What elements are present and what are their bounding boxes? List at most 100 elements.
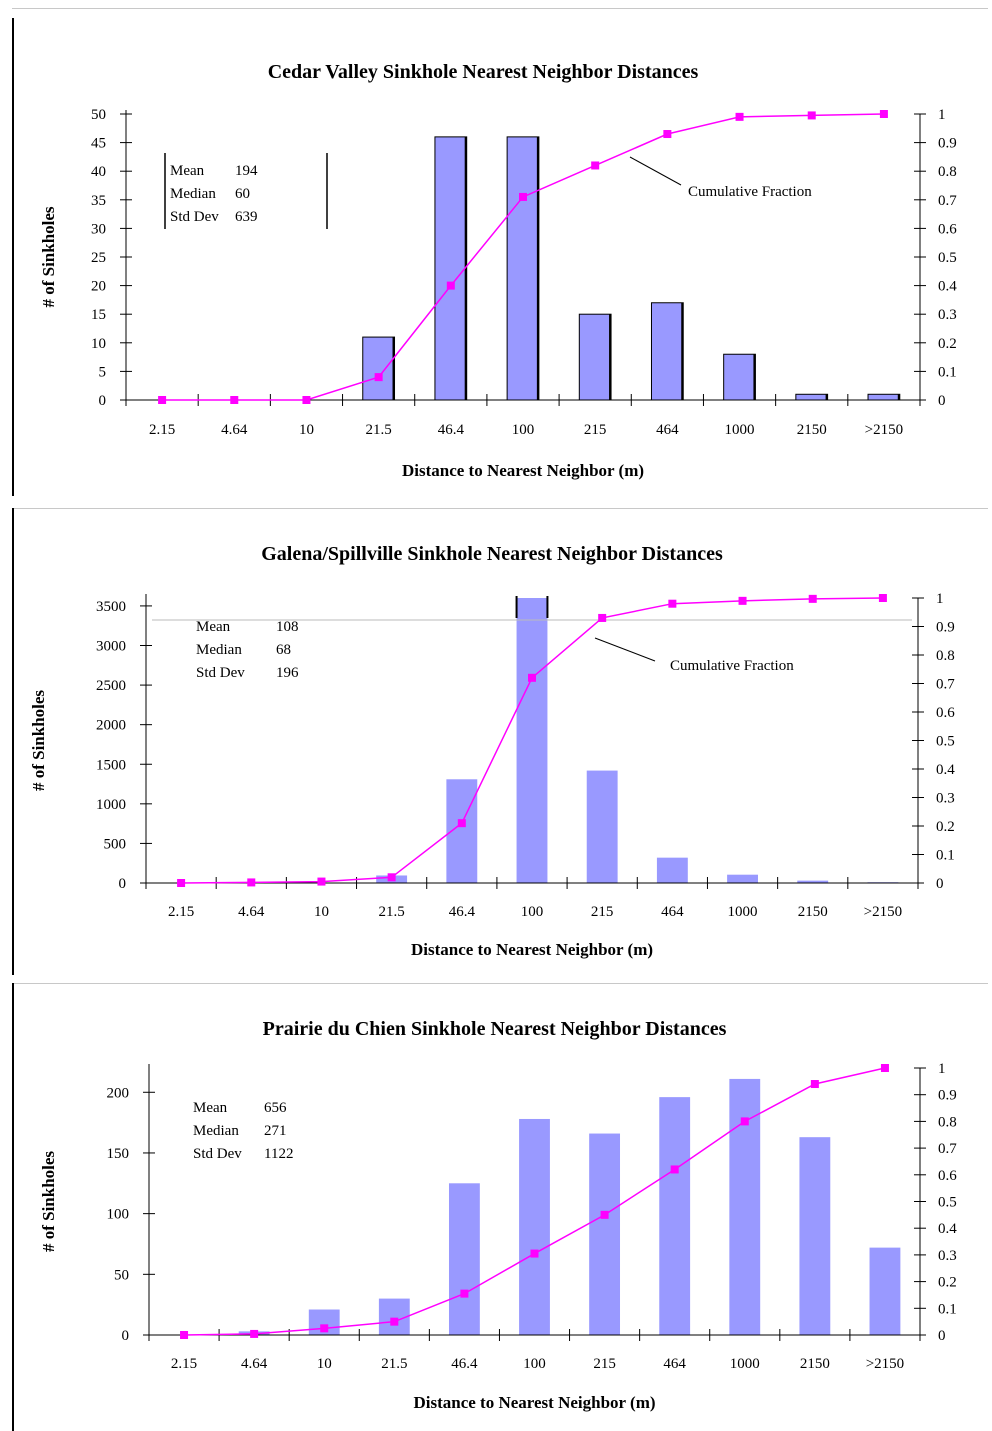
- stat-value: 639: [235, 209, 258, 225]
- annotation-label: Cumulative Fraction: [688, 184, 812, 200]
- x-tick-label: 21.5: [366, 422, 392, 438]
- x-tick-label: 1000: [730, 1356, 760, 1372]
- cumulative-point: [810, 1080, 819, 1089]
- y2-tick-label: 0.2: [938, 336, 957, 352]
- x-tick-label: 10: [317, 1356, 332, 1372]
- x-tick-label: 215: [593, 1356, 616, 1372]
- chart-panel-galena-spillville: Galena/Spillville Sinkhole Nearest Neigh…: [0, 500, 992, 975]
- y-tick-label: 0: [99, 393, 107, 409]
- y-axis-label: # of Sinkholes: [29, 690, 48, 791]
- y-tick-label: 200: [107, 1085, 130, 1101]
- cumulative-point: [668, 599, 677, 608]
- cumulative-point: [807, 111, 816, 120]
- y2-tick-label: 0.4: [938, 1221, 957, 1237]
- y2-tick-label: 0.5: [936, 734, 955, 750]
- y-tick-label: 35: [91, 193, 106, 209]
- y2-tick-label: 0.6: [938, 221, 957, 237]
- cumulative-point: [519, 192, 527, 201]
- y-tick-label: 20: [91, 279, 106, 295]
- y-tick-label: 1000: [96, 797, 126, 813]
- y-tick-label: 100: [107, 1207, 130, 1223]
- y2-tick-label: 0: [938, 1328, 946, 1344]
- bar: [448, 1183, 480, 1335]
- y-tick-label: 10: [91, 336, 106, 352]
- stat-value: 60: [235, 186, 250, 202]
- cumulative-point: [879, 110, 888, 118]
- bar: [519, 1118, 550, 1335]
- x-axis-label: Distance to Nearest Neighbor (m): [402, 461, 644, 480]
- cumulative-point: [390, 1317, 399, 1326]
- y2-tick-label: 0: [936, 876, 944, 892]
- bar: [516, 598, 548, 883]
- y2-tick-label: 0.4: [938, 279, 957, 295]
- x-tick-label: 21.5: [381, 1356, 407, 1372]
- cumulative-point: [247, 878, 256, 887]
- bar: [362, 336, 396, 401]
- stat-label: Mean: [193, 1100, 228, 1116]
- x-tick-label: 10: [314, 904, 329, 920]
- cumulative-point: [302, 396, 311, 404]
- x-tick-label: 4.64: [238, 904, 265, 920]
- chart-svg: Prairie du Chien Sinkhole Nearest Neighb…: [39, 1018, 957, 1412]
- y-tick-label: 25: [91, 250, 106, 266]
- bar: [797, 880, 829, 883]
- y2-tick-label: 0.9: [938, 1088, 957, 1104]
- x-tick-label: 2.15: [149, 422, 175, 438]
- bar: [723, 353, 756, 401]
- bar: [656, 857, 688, 883]
- y2-tick-label: 0.4: [936, 762, 955, 778]
- y2-tick-label: 0.9: [938, 136, 957, 152]
- chart-title: Cedar Valley Sinkhole Nearest Neighbor D…: [268, 61, 699, 83]
- bar: [650, 302, 684, 401]
- stat-value: 108: [276, 619, 299, 635]
- cumulative-point: [250, 1329, 259, 1338]
- stat-value: 196: [276, 665, 299, 681]
- cumulative-point: [457, 819, 466, 828]
- x-tick-label: 2150: [797, 422, 827, 438]
- panel-border-top: [12, 983, 988, 984]
- bar: [795, 393, 829, 401]
- x-tick-label: 100: [512, 422, 535, 438]
- x-axis-label: Distance to Nearest Neighbor (m): [413, 1393, 655, 1412]
- panel-border-top: [12, 8, 988, 9]
- cumulative-point: [740, 1117, 749, 1126]
- cumulative-point: [738, 596, 747, 605]
- bar: [506, 136, 540, 401]
- x-tick-label: 10: [299, 422, 314, 438]
- x-tick-label: 21.5: [379, 904, 405, 920]
- x-tick-label: 2150: [798, 904, 828, 920]
- y2-tick-label: 0.8: [938, 1114, 957, 1130]
- y-tick-label: 3500: [96, 599, 126, 615]
- x-tick-label: 215: [584, 422, 607, 438]
- stat-label: Mean: [196, 619, 231, 635]
- y-tick-label: 2000: [96, 718, 126, 734]
- chart-title: Prairie du Chien Sinkhole Nearest Neighb…: [263, 1018, 727, 1040]
- panel-border-top: [12, 508, 988, 509]
- bar: [659, 1097, 691, 1335]
- y-axis-label: # of Sinkholes: [39, 1151, 58, 1252]
- y2-tick-label: 0: [938, 393, 946, 409]
- annotation-label: Cumulative Fraction: [670, 658, 794, 674]
- y2-tick-label: 0.5: [938, 1195, 957, 1211]
- chart-panel-prairie-du-chien: Prairie du Chien Sinkhole Nearest Neighb…: [0, 975, 992, 1431]
- bar: [586, 770, 618, 883]
- bar: [799, 1137, 831, 1335]
- bar: [578, 313, 612, 401]
- x-axis-label: Distance to Nearest Neighbor (m): [411, 940, 653, 959]
- y2-tick-label: 0.3: [938, 1248, 957, 1264]
- stat-value: 656: [264, 1100, 287, 1116]
- cumulative-point: [663, 130, 672, 139]
- y-tick-label: 3000: [96, 639, 126, 655]
- y2-tick-label: 1: [938, 1061, 946, 1077]
- stat-label: Median: [170, 186, 216, 202]
- cumulative-point: [880, 1064, 889, 1072]
- chart-svg: Galena/Spillville Sinkhole Nearest Neigh…: [29, 543, 955, 959]
- y2-tick-label: 0.3: [938, 307, 957, 323]
- cumulative-point: [460, 1289, 469, 1298]
- stat-value: 194: [235, 163, 258, 179]
- x-tick-label: 4.64: [221, 422, 248, 438]
- chart-panel-cedar-valley: Cedar Valley Sinkhole Nearest Neighbor D…: [0, 0, 992, 500]
- chart-title: Galena/Spillville Sinkhole Nearest Neigh…: [261, 543, 723, 565]
- y-tick-label: 150: [107, 1146, 130, 1162]
- stat-value: 68: [276, 642, 291, 658]
